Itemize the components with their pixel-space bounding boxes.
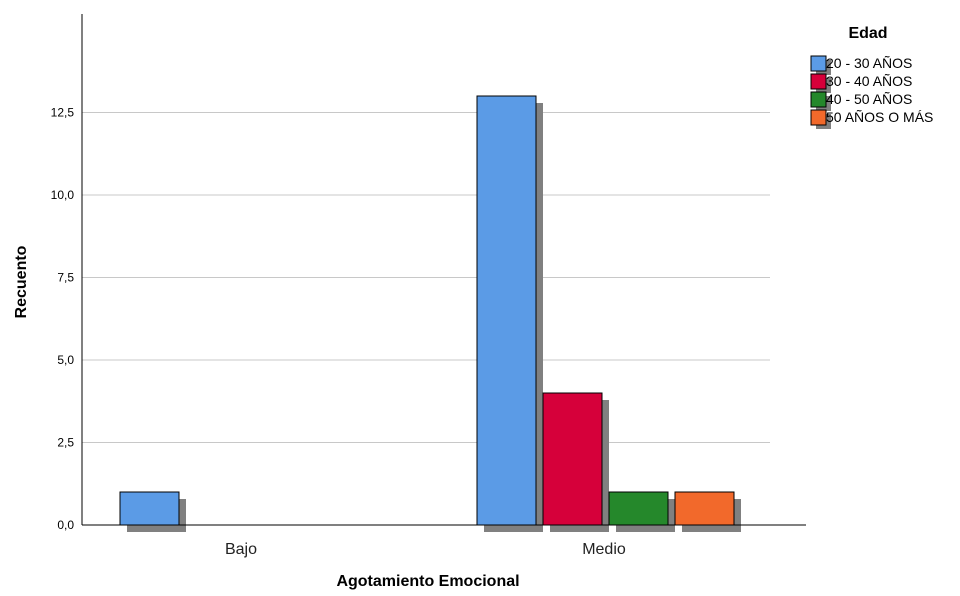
- legend-label: 50 AÑOS O MÁS: [826, 109, 933, 125]
- y-tick-labels: 0,0 2,5 5,0 7,5 10,0 12,5: [51, 106, 75, 533]
- y-tick-label: 12,5: [51, 106, 75, 120]
- legend-label: 30 - 40 AÑOS: [826, 73, 912, 89]
- legend-label: 40 - 50 AÑOS: [826, 91, 912, 107]
- x-axis-title: Agotamiento Emocional: [336, 573, 519, 590]
- bar: [119, 491, 180, 526]
- legend-swatch: [810, 109, 827, 126]
- grid-lines: [82, 112, 770, 443]
- bars: [119, 95, 741, 532]
- legend-title: Edad: [848, 25, 887, 42]
- legend-swatch: [810, 55, 827, 72]
- bar: [476, 95, 537, 526]
- legend-swatch: [810, 91, 827, 108]
- bar: [542, 392, 603, 526]
- x-tick-label: Bajo: [225, 541, 257, 558]
- bar: [608, 491, 669, 526]
- y-tick-label: 0,0: [57, 518, 74, 532]
- x-tick-labels: Bajo Medio: [225, 541, 626, 558]
- legend: Edad 20 - 30 AÑOS 30 - 40 AÑOS 40 - 50 AÑO…: [810, 25, 933, 129]
- y-tick-label: 10,0: [51, 188, 75, 202]
- y-tick-label: 7,5: [57, 271, 74, 285]
- x-tick-label: Medio: [582, 541, 626, 558]
- y-tick-label: 2,5: [57, 436, 74, 450]
- y-tick-label: 5,0: [57, 353, 74, 367]
- y-axis-title: Recuento: [13, 245, 30, 318]
- legend-swatch: [810, 73, 827, 90]
- bar: [674, 491, 735, 526]
- legend-label: 20 - 30 AÑOS: [826, 55, 912, 71]
